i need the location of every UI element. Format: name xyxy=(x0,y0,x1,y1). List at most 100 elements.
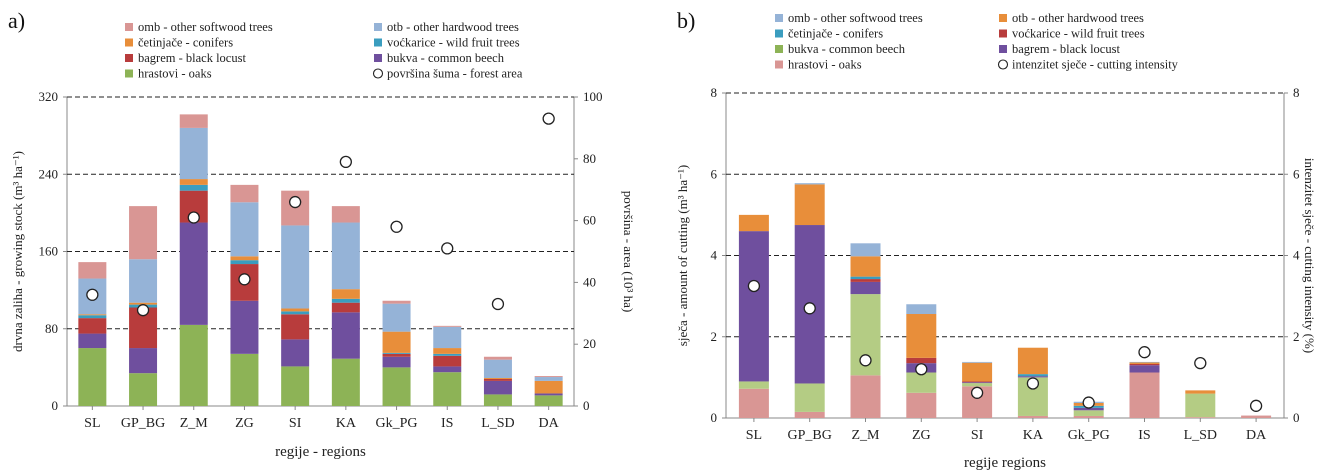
bar-a-IS-s3 xyxy=(433,353,462,356)
y2-axis-title-b: intenzitet sječe - cutting intensity (%) xyxy=(1302,158,1317,353)
x-tick-label-b-ZG: ZG xyxy=(912,428,931,443)
bar-a-SL-s1 xyxy=(78,333,107,349)
chart-a-svg: 0 80 160 240 320 0 20 40 60 80 100 SL GP_BG Z_M ZG SI KA… xyxy=(10,20,636,460)
bar-a-GP_BG-s6 xyxy=(129,206,158,260)
legend-swatch-a-3 xyxy=(374,38,382,47)
legend-label-a-5: bukva - common beech xyxy=(387,51,505,65)
bar-a-Z_M-s5 xyxy=(179,127,208,180)
x-tick-label-b-Z_M: Z_M xyxy=(852,428,881,443)
x-tick-label-a-SL: SL xyxy=(84,416,100,431)
y2-tick-label-a-1: 20 xyxy=(583,336,596,351)
bar-a-SI-s3 xyxy=(281,311,310,315)
x-tick-label-b-SL: SL xyxy=(746,428,762,443)
y-axis-title-a: drvna zaliha - growing stock (m³ ha⁻¹) xyxy=(10,151,25,352)
legend-label-a-4: bagrem - black locust xyxy=(138,51,246,65)
bar-a-Gk_PG-s5 xyxy=(382,303,411,332)
point-a-IS xyxy=(441,242,454,255)
bar-b-DA-s0 xyxy=(1241,415,1272,418)
bar-a-SI-s2 xyxy=(281,314,310,340)
legend-label-a-3: voćkarice - wild fruit trees xyxy=(387,36,520,50)
y-tick-label-b-1: 2 xyxy=(711,329,718,344)
bar-a-KA-s0 xyxy=(331,358,360,406)
bar-a-SI-s1 xyxy=(281,339,310,367)
bar-a-Gk_PG-s6 xyxy=(382,300,411,304)
y2-tick-label-b-0: 0 xyxy=(1293,410,1300,425)
point-b-DA xyxy=(1249,399,1263,412)
chart-b-svg: 0 2 4 6 8 0 2 4 6 8 SL GP_BG Z_M ZG SI KA Gk_PG IS L_SD DA s… xyxy=(675,11,1317,471)
point-b-L_SD xyxy=(1194,357,1207,370)
y-tick-label-b-0: 0 xyxy=(711,410,718,425)
y-tick-label-a-2: 160 xyxy=(39,244,59,259)
point-a-SL xyxy=(86,288,99,301)
bar-b-SI-s3 xyxy=(962,381,993,383)
bar-b-KA-s5 xyxy=(1017,347,1048,375)
panel-label-a: a) xyxy=(8,8,26,33)
bar-b-ZG-s1 xyxy=(906,372,937,393)
legend-swatch-a-4 xyxy=(125,54,133,62)
bar-a-SL-s3 xyxy=(78,315,107,319)
x-tick-label-a-ZG: ZG xyxy=(235,416,254,431)
legend-label-b-4: bukva - common beech xyxy=(788,42,906,56)
x-tick-label-a-DA: DA xyxy=(539,416,560,431)
y-tick-label-b-2: 4 xyxy=(711,248,718,263)
y-tick-label-a-4: 320 xyxy=(39,89,59,104)
y2-tick-label-a-0: 0 xyxy=(583,398,590,413)
bar-b-Z_M-s0 xyxy=(850,375,881,418)
bar-a-SI-s0 xyxy=(281,366,310,406)
y2-tick-label-b-2: 4 xyxy=(1293,248,1300,263)
legend-swatch-a-0 xyxy=(125,23,133,31)
x-tick-label-b-GP_BG: GP_BG xyxy=(788,428,832,443)
bar-a-SL-s0 xyxy=(78,348,107,406)
bar-a-L_SD-s2 xyxy=(483,378,512,381)
x-tick-label-b-L_SD: L_SD xyxy=(1184,428,1217,443)
bar-a-L_SD-s1 xyxy=(483,380,512,395)
legend-swatch-b-2 xyxy=(775,29,783,38)
bar-a-SI-s5 xyxy=(281,225,310,309)
bar-b-ZG-s0 xyxy=(906,392,937,418)
bar-a-IS-s5 xyxy=(433,326,462,349)
x-tick-label-b-DA: DA xyxy=(1246,428,1267,443)
bar-a-SI-s4 xyxy=(281,308,310,312)
bar-b-GP_BG-s0 xyxy=(794,411,825,418)
point-b-IS xyxy=(1138,346,1151,359)
point-a-GP_BG xyxy=(136,304,150,317)
y2-tick-label-b-4: 8 xyxy=(1293,85,1300,100)
y-axis-title-b: sječa - amount of cutting (m³ ha⁻¹) xyxy=(675,165,690,346)
y-tick-label-b-4: 8 xyxy=(711,85,718,100)
bar-b-Gk_PG-s1 xyxy=(1073,410,1104,416)
x-tick-label-b-Gk_PG: Gk_PG xyxy=(1068,428,1110,443)
x-tick-label-b-SI: SI xyxy=(971,428,984,443)
bar-a-Gk_PG-s1 xyxy=(382,356,411,368)
bar-a-Z_M-s6 xyxy=(179,114,208,128)
point-a-DA xyxy=(542,112,555,125)
x-tick-label-a-GP_BG: GP_BG xyxy=(121,416,165,431)
y-tick-label-a-0: 0 xyxy=(52,398,59,413)
legend-label-b-0: omb - other softwood trees xyxy=(788,11,923,25)
legend-label-a-0: omb - other softwood trees xyxy=(138,20,273,34)
bar-b-GP_BG-s1 xyxy=(794,383,825,412)
bar-a-ZG-s5 xyxy=(230,202,259,257)
bar-b-IS-s2 xyxy=(1129,365,1160,373)
bar-b-ZG-s3 xyxy=(906,357,937,364)
x-tick-label-a-SI: SI xyxy=(289,416,302,431)
y-tick-label-a-1: 80 xyxy=(45,321,58,336)
bar-a-Z_M-s3 xyxy=(179,184,208,191)
bar-b-Z_M-s5 xyxy=(850,256,881,277)
bar-a-Z_M-s1 xyxy=(179,222,208,325)
bar-a-ZG-s3 xyxy=(230,260,259,265)
bar-a-KA-s1 xyxy=(331,312,360,359)
legend-swatch-b-4 xyxy=(775,45,783,53)
x-tick-label-b-IS: IS xyxy=(1138,428,1150,443)
bar-a-Z_M-s4 xyxy=(179,179,208,185)
legend-swatch-a-7 xyxy=(372,68,384,79)
legend-label-a-2: četinjače - conifers xyxy=(138,36,233,50)
bar-b-SL-s0 xyxy=(738,388,769,418)
bar-a-Gk_PG-s2 xyxy=(382,353,411,357)
point-b-Gk_PG xyxy=(1082,396,1095,409)
bar-b-Gk_PG-s2 xyxy=(1073,407,1104,411)
bar-a-L_SD-s4 xyxy=(483,377,512,379)
bar-a-KA-s5 xyxy=(331,222,360,290)
bar-a-Z_M-s0 xyxy=(179,324,208,406)
bar-b-ZG-s6 xyxy=(906,304,937,314)
bar-a-DA-s5 xyxy=(534,377,563,381)
